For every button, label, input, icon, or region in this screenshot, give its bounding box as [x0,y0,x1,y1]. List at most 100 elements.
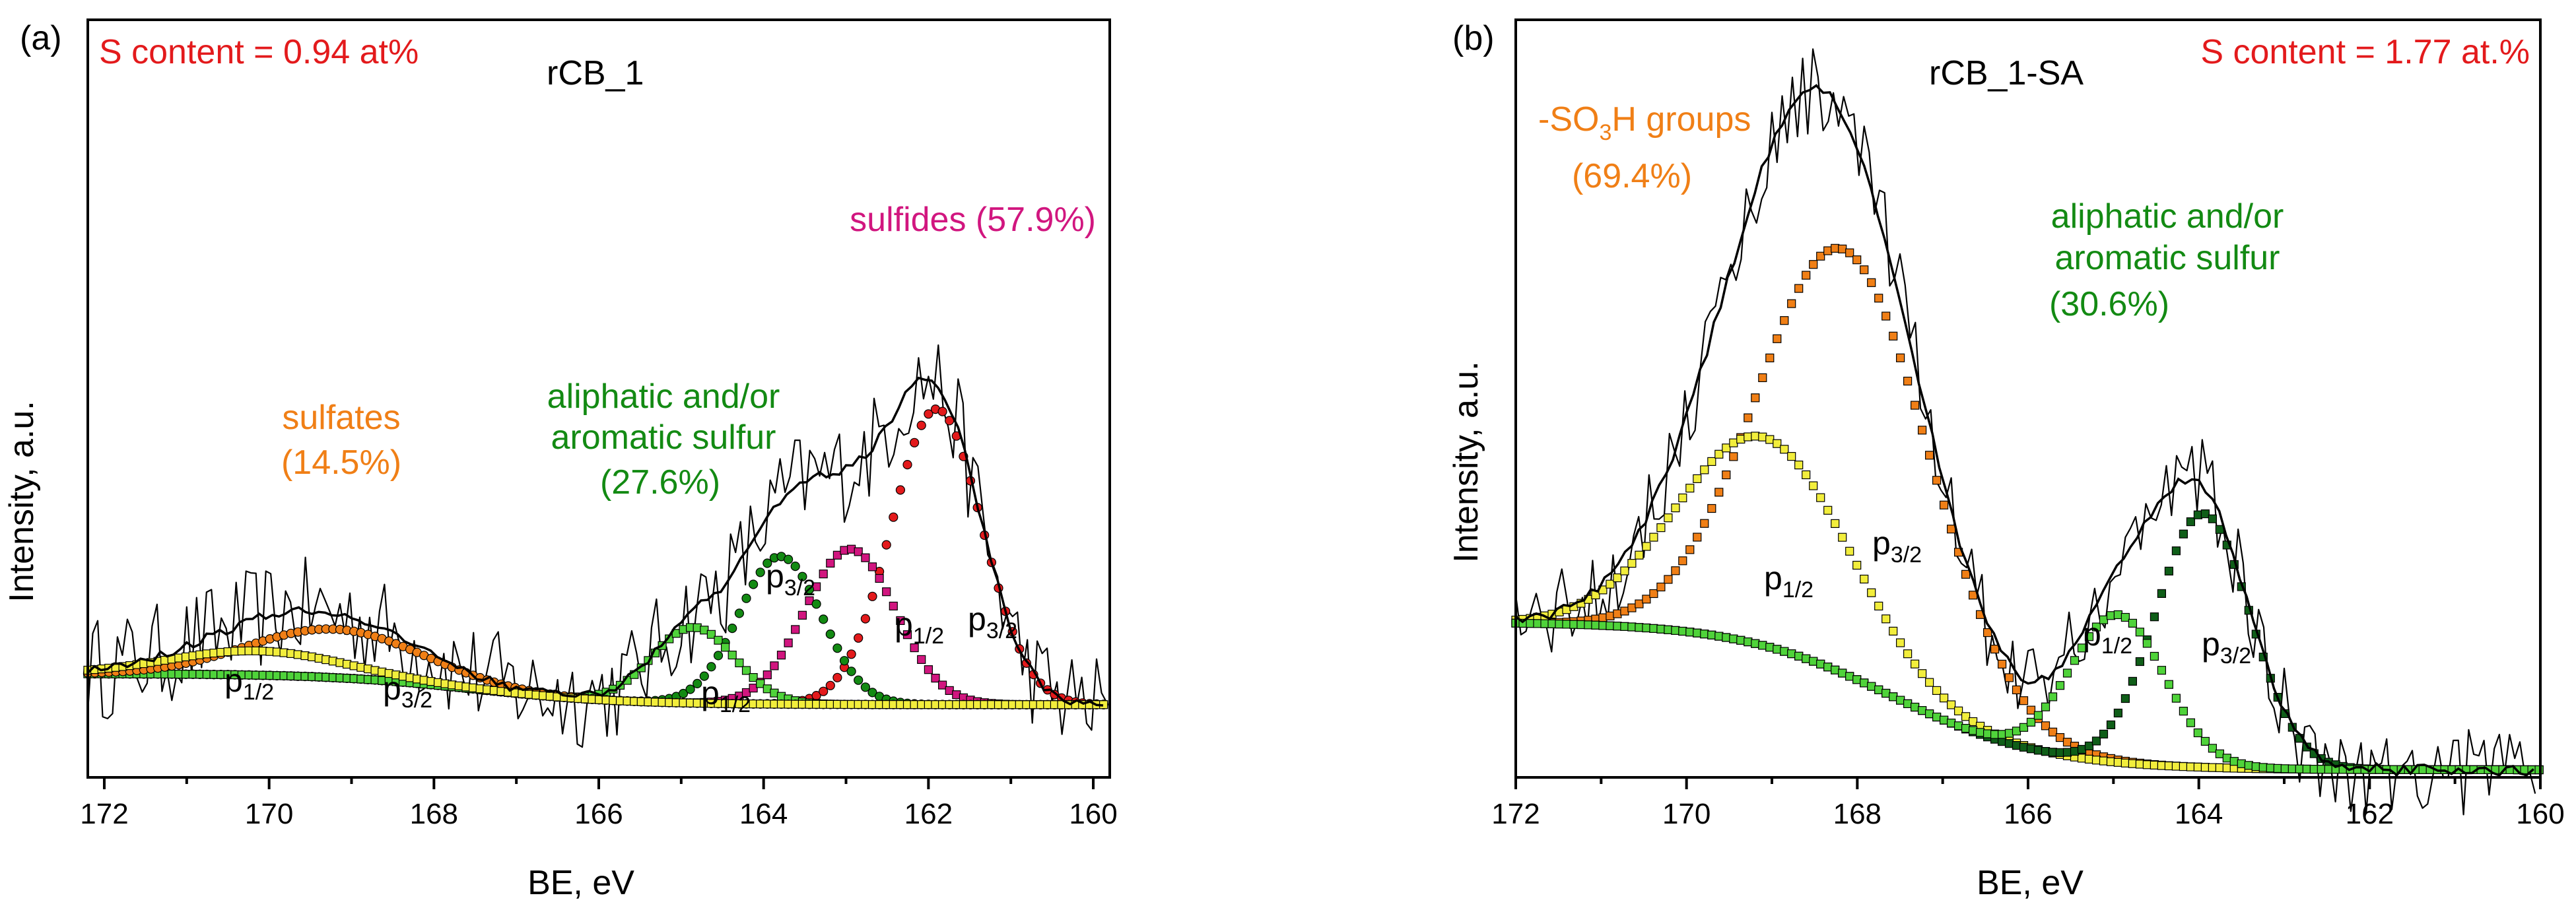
component-point [2019,723,2029,732]
component-point [1794,651,1804,661]
component-point [2070,656,2080,665]
component-point [1678,556,1687,566]
component-point [895,485,906,495]
component-point [1823,246,1833,255]
component-point [2171,546,2181,556]
component-point [1903,699,1913,709]
component-point [1961,712,1971,721]
component-point [784,638,793,647]
x-tick-label: 160 [1069,798,1117,830]
component-point [2062,748,2072,757]
component-point [1932,712,1942,722]
component-point [825,680,835,690]
component-point [763,670,772,680]
component-point [839,656,850,666]
component-point [1547,619,1557,628]
component-point [1685,628,1695,637]
component-point [1569,620,1578,629]
component-point [1620,566,1629,575]
component-point [1664,625,1673,634]
component-point [1598,613,1608,622]
component-point [1620,606,1629,616]
label-aliphatic-a-2: aromatic sulfur [551,418,776,457]
component-point [1874,685,1883,694]
component-point [1918,669,1927,678]
x-tick-label: 170 [245,798,293,830]
component-point [867,688,877,698]
component-point [1809,481,1818,490]
component-point [749,684,758,693]
component-point [1881,614,1891,624]
component-point [685,684,695,694]
component-point [706,662,716,672]
component-point [2222,764,2231,773]
component-point [1896,696,1905,705]
component-point [1896,638,1905,647]
component-point [734,608,745,618]
component-point [931,673,940,683]
component-point [819,570,828,579]
component-point [2026,744,2036,754]
component-point [770,661,779,670]
component-point [909,438,920,447]
component-point [1758,373,1767,383]
component-point [2280,764,2289,773]
component-point [2186,517,2195,527]
component-point [1961,723,1971,733]
component-point [1947,525,1956,534]
component-point [1649,624,1658,634]
component-point [1773,334,1782,343]
component-point [2418,765,2427,774]
component-point [1852,560,1862,570]
component-point [2237,759,2246,768]
raw-spectrum-b [1514,48,2536,816]
x-tick-label: 160 [2516,798,2564,830]
component-point [832,672,842,682]
component-point [790,561,800,571]
component-point [1867,682,1876,691]
component-point [755,568,765,577]
peak-label-sulfides-p32: p3/2 [968,601,1017,643]
component-point [2324,765,2333,774]
component-point [1918,426,1927,435]
component-point [2251,762,2260,771]
component-point [1744,637,1753,647]
component-point [776,651,786,660]
component-point [2157,666,2166,675]
panel-a-ylabel: Intensity, a.u. [3,401,41,602]
component-point [2164,761,2173,771]
component-point [867,591,877,601]
component-point [2193,510,2202,519]
component-point [1620,622,1629,632]
panel-b-x-ticks: 172 170 168 166 164 162 160 [1491,777,2565,830]
component-point [1642,623,1651,633]
component-point [693,678,702,689]
component-point [1744,413,1753,422]
component-point [1751,393,1760,403]
component-point [882,587,891,597]
component-point [2084,754,2094,764]
label-aliphatic-a-pct: (27.6%) [600,463,720,502]
component-point [2055,748,2065,758]
component-point [797,571,807,581]
component-point [1889,692,1898,701]
component-point [1591,620,1600,630]
component-point [1787,451,1796,461]
component-point [854,633,864,643]
component-point [2033,746,2043,755]
label-sulfates-pct: (14.5%) [281,443,401,482]
label-aliphatic-b-2: aromatic sulfur [2055,239,2280,277]
component-point [1744,432,1753,441]
x-tick-label: 162 [2346,798,2394,830]
component-point [924,665,933,674]
component-point [2091,736,2101,746]
panel-b-frame [1514,18,2542,779]
component-point [1678,493,1687,503]
component-point [917,655,926,665]
component-point [860,682,871,692]
component-point [1780,647,1789,656]
component-point [2048,692,2058,701]
component-point [2135,657,2144,667]
component-point [889,512,898,522]
panel-a-frame [86,18,1111,779]
